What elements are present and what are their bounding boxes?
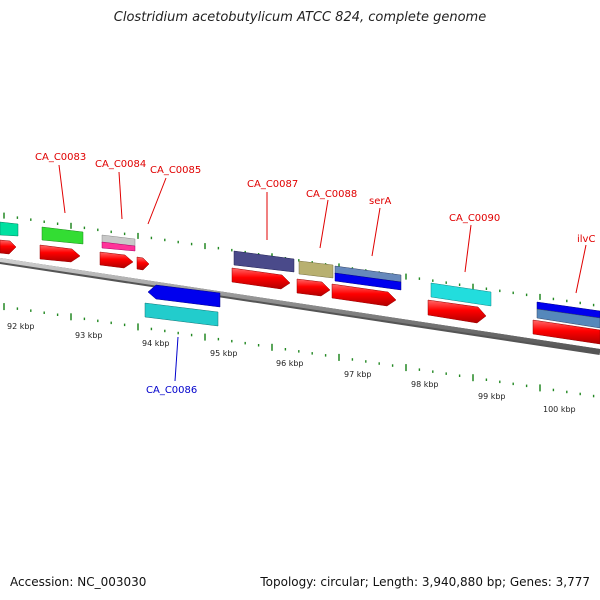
forward-gene-labels: CA_C0083 CA_C0084 CA_C0085 CA_C0087 CA_C… [35,152,595,245]
kbp-label: 93 kbp [75,331,103,340]
kbp-labels: 92 kbp 93 kbp 94 kbp 95 kbp 96 kbp 97 kb… [7,322,576,414]
forward-cds-arrows [0,239,600,345]
reverse-tick-row [3,303,595,398]
gene-label-reverse[interactable]: CA_C0086 [146,385,197,396]
genome-backbone [0,258,600,355]
gene-label[interactable]: serA [369,196,391,207]
gene-label[interactable]: CA_C0087 [247,179,298,190]
cds-arrow[interactable] [296,278,331,297]
kbp-label: 100 kbp [543,405,576,414]
kbp-label: 96 kbp [276,359,304,368]
gene-feature[interactable] [536,301,600,319]
cds-arrow[interactable] [0,239,17,255]
kbp-label: 92 kbp [7,322,35,331]
gene-feature[interactable] [41,226,84,245]
accession-text: Accession: NC_003030 [10,575,147,589]
cds-arrow[interactable] [231,267,291,290]
gene-feature[interactable] [430,282,492,307]
gene-feature[interactable] [233,250,295,273]
gene-label[interactable]: ilvC [577,234,595,245]
cds-arrow[interactable] [99,251,134,269]
kbp-label: 95 kbp [210,349,238,358]
forward-gene-features [0,221,600,329]
gene-label[interactable]: CA_C0084 [95,159,146,170]
cds-arrow[interactable] [532,319,600,345]
cds-arrow[interactable] [427,299,487,324]
gene-label[interactable]: CA_C0090 [449,213,500,224]
gene-feature[interactable] [536,308,600,329]
label-leaders [58,164,587,294]
gene-feature[interactable] [101,241,136,252]
gene-label[interactable]: CA_C0085 [150,165,201,176]
reverse-cds-arrow[interactable] [147,284,221,308]
cds-arrow[interactable] [39,244,81,263]
map-title: Clostridium acetobutylicum ATCC 824, com… [113,10,487,25]
gene-feature[interactable] [334,272,402,291]
gene-feature[interactable] [144,302,219,327]
gene-label[interactable]: CA_C0088 [306,189,357,200]
cds-arrow[interactable] [331,283,397,307]
label-leader-reverse [174,336,179,382]
gene-feature[interactable] [298,260,334,279]
kbp-label: 98 kbp [411,380,439,389]
topology-text: Topology: circular; Length: 3,940,880 bp… [260,575,590,589]
kbp-label: 97 kbp [344,370,372,379]
reverse-gene-features [144,284,221,327]
kbp-label: 94 kbp [142,339,170,348]
cds-arrow[interactable] [136,256,150,271]
kbp-label: 99 kbp [478,392,506,401]
gene-feature[interactable] [0,221,19,237]
gene-label[interactable]: CA_C0083 [35,152,86,163]
